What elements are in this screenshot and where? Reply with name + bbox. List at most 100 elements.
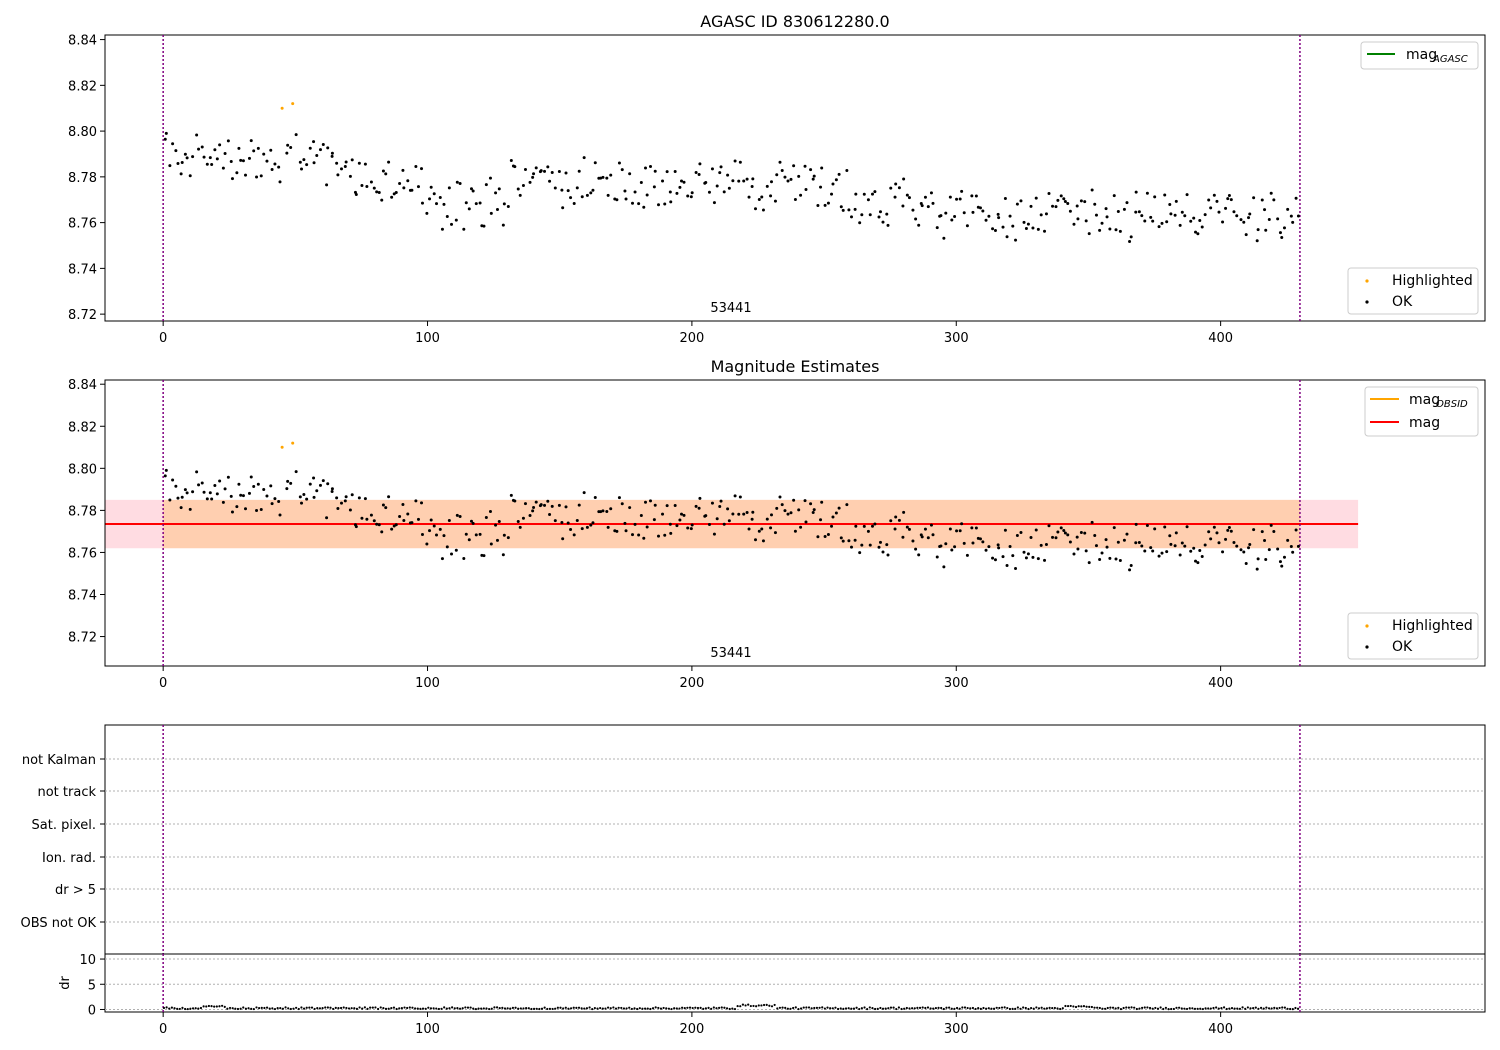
y-tick-label: 8.84 <box>68 34 97 49</box>
data-point-ok <box>958 197 962 201</box>
data-point-ok <box>694 504 698 508</box>
dr-point <box>369 1006 372 1009</box>
data-point-ok <box>410 521 414 525</box>
dr-point <box>577 1006 581 1009</box>
dr-point <box>955 1006 959 1010</box>
dr-point <box>242 1006 245 1009</box>
data-point-ok <box>1217 210 1221 214</box>
panel4-ylabel: dr <box>58 976 73 990</box>
data-point-ok <box>830 192 834 196</box>
dr-point <box>427 1006 430 1009</box>
data-point-ok <box>997 546 1001 550</box>
data-point-ok <box>1022 550 1026 554</box>
data-point-ok <box>931 533 935 537</box>
dr-point <box>755 1005 758 1008</box>
dr-point <box>289 1007 292 1011</box>
data-point-ok <box>742 512 746 516</box>
data-point-ok <box>707 523 711 527</box>
dr-point <box>329 1006 332 1009</box>
dr-point <box>538 1007 541 1011</box>
dr-point <box>752 1004 755 1008</box>
dr-point <box>202 1005 205 1008</box>
data-point-ok <box>548 179 552 183</box>
dr-point <box>696 1006 700 1010</box>
data-point-ok <box>970 526 974 530</box>
data-point-ok <box>447 518 451 522</box>
data-point-ok <box>799 525 803 529</box>
data-point-ok <box>673 503 677 507</box>
data-point-ok <box>360 183 364 187</box>
data-point-ok <box>176 162 180 166</box>
dr-point <box>400 1007 403 1010</box>
dr-point <box>1291 1007 1294 1011</box>
data-point-ok <box>886 223 890 227</box>
data-point-ok <box>226 139 230 143</box>
data-point-ok <box>926 205 930 209</box>
data-point-ok <box>523 502 527 506</box>
data-point-ok <box>450 222 454 226</box>
data-point-ok <box>191 155 195 159</box>
data-point-ok <box>907 196 911 200</box>
data-point-ok <box>286 479 290 483</box>
dr-point <box>213 1005 216 1008</box>
dr-point <box>778 1006 782 1009</box>
data-point-ok <box>350 158 354 162</box>
data-point-ok <box>991 556 995 560</box>
dr-point <box>736 1004 739 1008</box>
dr-point <box>1217 1007 1220 1010</box>
data-point-ok <box>727 519 731 523</box>
dr-point <box>937 1006 940 1009</box>
data-point-ok <box>398 515 402 519</box>
data-point-ok <box>262 487 266 491</box>
dr-point <box>1119 1007 1123 1011</box>
data-point-ok <box>917 223 921 227</box>
dr-point <box>548 1007 552 1010</box>
dr-point <box>934 1006 938 1010</box>
data-point-ok <box>474 202 478 206</box>
data-point-ok <box>804 188 808 192</box>
data-point-ok <box>1235 544 1239 548</box>
dr-point <box>239 1007 242 1010</box>
dr-point <box>958 1007 961 1010</box>
data-point-highlighted <box>291 441 295 445</box>
dr-point <box>850 1007 853 1010</box>
dr-point <box>916 1006 919 1009</box>
data-point-ok <box>557 169 561 173</box>
dr-point <box>612 1006 615 1009</box>
dr-point <box>987 1007 990 1010</box>
dr-point <box>1228 1007 1231 1010</box>
data-point-ok <box>494 523 498 527</box>
data-point-ok <box>1189 549 1193 553</box>
data-point-ok <box>1043 229 1047 233</box>
data-point-ok <box>653 169 657 173</box>
data-point-ok <box>1183 214 1187 218</box>
data-point-ok <box>1145 191 1149 195</box>
dr-point <box>961 1006 964 1009</box>
data-point-ok <box>893 195 897 199</box>
data-point-ok <box>987 214 991 218</box>
data-point-ok <box>195 133 199 137</box>
panel1-points <box>163 102 1300 244</box>
data-point-ok <box>1079 199 1083 203</box>
data-point-ok <box>1244 233 1248 237</box>
dr-point <box>480 1007 483 1010</box>
data-point-ok <box>719 165 723 169</box>
data-point-ok <box>180 161 184 165</box>
data-point-ok <box>1003 528 1007 532</box>
data-point-ok <box>1118 229 1122 233</box>
data-point-ok <box>686 194 690 198</box>
legend-label-highlighted: Highlighted <box>1392 273 1473 289</box>
dr-point <box>395 1007 398 1011</box>
data-point-ok <box>617 161 621 165</box>
dr-point <box>522 1007 525 1010</box>
data-point-ok <box>302 492 306 496</box>
dr-point <box>762 1003 766 1007</box>
data-point-ok <box>589 191 593 195</box>
dr-point <box>1109 1006 1112 1009</box>
data-point-ok <box>1256 228 1260 232</box>
data-point-ok <box>1039 543 1043 547</box>
data-point-ok <box>191 490 195 494</box>
data-point-ok <box>420 532 424 536</box>
data-point-ok <box>823 203 827 207</box>
data-point-ok <box>750 184 754 188</box>
